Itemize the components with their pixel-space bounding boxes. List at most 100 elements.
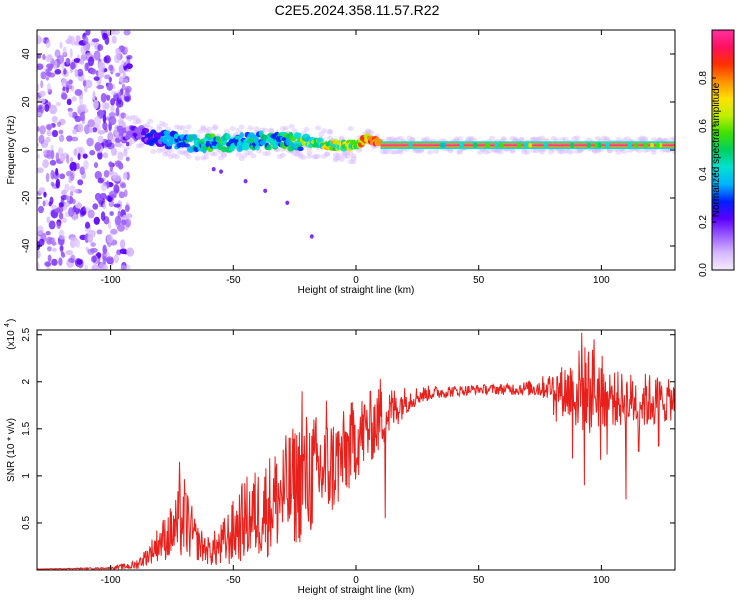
heatmap-cell	[104, 139, 113, 148]
heatmap-cell	[122, 121, 127, 128]
x-tick-label: 50	[473, 275, 485, 286]
heatmap-cell	[209, 151, 216, 157]
heatmap-cell	[82, 35, 89, 45]
heatmap-cell	[494, 148, 501, 154]
heatmap-cell	[141, 127, 150, 134]
heatmap-cell	[465, 136, 472, 142]
snr-multiplier-base: (x10	[6, 330, 17, 350]
figure-title: C2E5.2024.358.11.57.R22	[275, 2, 440, 18]
heatmap-cell	[40, 80, 44, 89]
heatmap-cell	[509, 148, 516, 154]
heatmap-cell	[247, 150, 254, 156]
heatmap-cell	[92, 99, 99, 110]
heatmap-cell	[125, 156, 130, 162]
heatmap-cell	[577, 148, 584, 154]
colorbar-scale	[711, 29, 735, 271]
heatmap-cell	[234, 135, 241, 140]
heatmap-cell	[530, 137, 537, 143]
heatmap-cell	[59, 41, 63, 49]
heatmap-cell	[45, 54, 53, 63]
heatmap-cell	[250, 153, 257, 159]
heatmap-cell	[107, 195, 113, 203]
snr-multiplier: (x10 4 )	[4, 319, 17, 350]
heatmap-cell	[594, 148, 601, 154]
heatmap-cell	[74, 88, 83, 96]
heatmap-cell	[108, 112, 117, 118]
y-tick-label: -20	[21, 190, 32, 205]
heatmap-cell	[88, 56, 95, 67]
heatmap-cell	[295, 132, 302, 139]
heatmap-cell	[66, 135, 73, 142]
heatmap-cell	[499, 142, 504, 148]
heatmap-cell	[309, 234, 314, 239]
heatmap-cell	[247, 125, 254, 131]
heatmap-cell	[156, 126, 163, 132]
heatmap-cell	[241, 153, 248, 159]
heatmap-cell	[87, 248, 95, 255]
heatmap-cell	[39, 125, 46, 135]
heatmap-cell	[335, 152, 342, 158]
heatmap-cell	[43, 191, 47, 198]
heatmap-cell	[491, 148, 498, 154]
heatmap-cell	[276, 154, 283, 160]
heatmap-cell	[659, 147, 666, 153]
heatmap-cell	[235, 128, 242, 134]
x-tick-label: -50	[226, 275, 241, 286]
heatmap-cell	[238, 156, 245, 162]
heatmap-cell	[116, 125, 124, 130]
heatmap-cell	[182, 150, 189, 156]
heatmap-cell	[605, 142, 610, 148]
heatmap-cell	[93, 216, 100, 225]
heatmap-cell	[54, 69, 62, 75]
colorbar-ticks: 0.0 0.2 0.4 0.6 0.8	[698, 71, 716, 277]
colorbar-tick-label: 0.2	[698, 215, 709, 229]
heatmap-cell	[92, 267, 100, 270]
heatmap-cell	[68, 79, 73, 85]
heatmap-cell	[594, 136, 601, 142]
heatmap-cell	[268, 128, 275, 134]
heatmap-cell	[87, 119, 95, 128]
heatmap-cell	[85, 30, 91, 36]
heatmap-cell	[61, 252, 66, 258]
heatmap-cell	[101, 182, 107, 192]
heatmap-cell	[117, 151, 124, 161]
heatmap-cell	[138, 143, 145, 149]
heatmap-cell	[103, 248, 108, 253]
heatmap-cell	[93, 115, 102, 126]
spectrogram-heatmap	[37, 30, 675, 270]
heatmap-cell	[650, 137, 657, 143]
heatmap-cell	[385, 137, 392, 143]
heatmap-cell	[562, 136, 569, 142]
heatmap-cell	[282, 125, 289, 131]
heatmap-cell	[107, 130, 113, 141]
heatmap-cell	[120, 112, 126, 119]
heatmap-cell	[394, 149, 401, 155]
heatmap-cell	[473, 142, 478, 148]
heatmap-cell	[119, 181, 126, 188]
heatmap-cell	[129, 114, 136, 120]
heatmap-cell	[46, 149, 52, 160]
heatmap-cell	[568, 149, 575, 155]
heatmap-cell	[241, 145, 250, 151]
heatmap-cell	[211, 167, 216, 172]
heatmap-cell	[156, 148, 163, 154]
heatmap-cell	[80, 105, 86, 111]
heatmap-cell	[107, 220, 112, 230]
heatmap-cell	[297, 146, 304, 152]
heatmap-cell	[70, 156, 74, 163]
heatmap-cell	[108, 64, 114, 71]
heatmap-cell	[570, 142, 575, 148]
y-tick-label: 0.5	[21, 516, 32, 530]
heatmap-cell	[303, 126, 310, 132]
colorbar-label: Normalized spectral amplitude	[711, 82, 722, 217]
heatmap-cell	[84, 124, 90, 135]
heatmap-cell	[253, 126, 260, 132]
heatmap-cell	[562, 148, 569, 154]
heatmap-cell	[477, 149, 484, 155]
colorbar: 0.0 0.2 0.4 0.6 0.8 Normalized spectral ampl…	[698, 29, 735, 277]
heatmap-cell	[61, 61, 65, 70]
heatmap-cell	[123, 78, 128, 84]
heatmap-cell	[108, 200, 115, 208]
heatmap-cell	[110, 228, 118, 235]
